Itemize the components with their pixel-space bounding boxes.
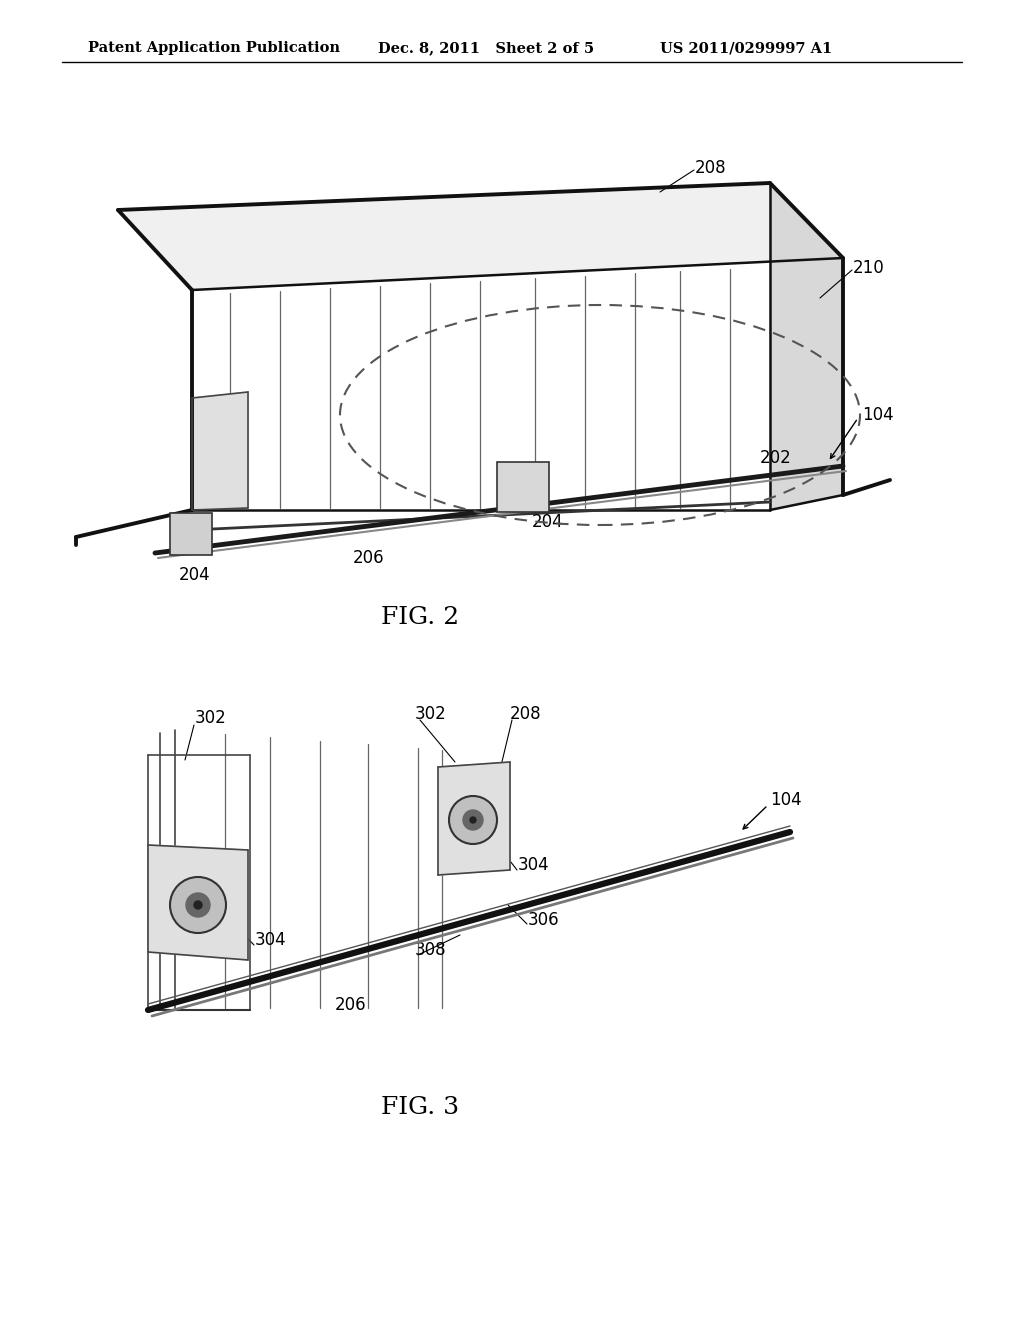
Text: 206: 206 (335, 997, 367, 1014)
Text: 208: 208 (510, 705, 542, 723)
Text: 204: 204 (532, 513, 563, 531)
Polygon shape (148, 845, 248, 960)
Text: US 2011/0299997 A1: US 2011/0299997 A1 (660, 41, 833, 55)
Text: 202: 202 (760, 449, 792, 467)
Text: 308: 308 (415, 941, 446, 960)
Text: 304: 304 (518, 855, 550, 874)
Text: FIG. 3: FIG. 3 (381, 1097, 459, 1119)
Text: 204: 204 (179, 566, 211, 583)
Text: 302: 302 (415, 705, 446, 723)
Text: 304: 304 (255, 931, 287, 949)
Circle shape (170, 876, 226, 933)
Polygon shape (770, 183, 843, 510)
Text: 206: 206 (353, 549, 385, 568)
Text: 208: 208 (695, 158, 727, 177)
Text: Dec. 8, 2011   Sheet 2 of 5: Dec. 8, 2011 Sheet 2 of 5 (378, 41, 594, 55)
Text: 104: 104 (862, 407, 894, 424)
Polygon shape (438, 762, 510, 875)
Circle shape (449, 796, 497, 843)
Text: 306: 306 (528, 911, 560, 929)
Polygon shape (193, 392, 248, 510)
Bar (497, 462, 549, 512)
Text: 104: 104 (770, 791, 802, 809)
Circle shape (194, 902, 202, 909)
Circle shape (470, 817, 476, 822)
Text: Patent Application Publication: Patent Application Publication (88, 41, 340, 55)
Text: 210: 210 (853, 259, 885, 277)
Text: 302: 302 (195, 709, 226, 727)
Circle shape (463, 810, 483, 830)
Polygon shape (118, 183, 843, 290)
Bar (170, 513, 212, 554)
Text: FIG. 2: FIG. 2 (381, 606, 459, 630)
Circle shape (186, 894, 210, 917)
